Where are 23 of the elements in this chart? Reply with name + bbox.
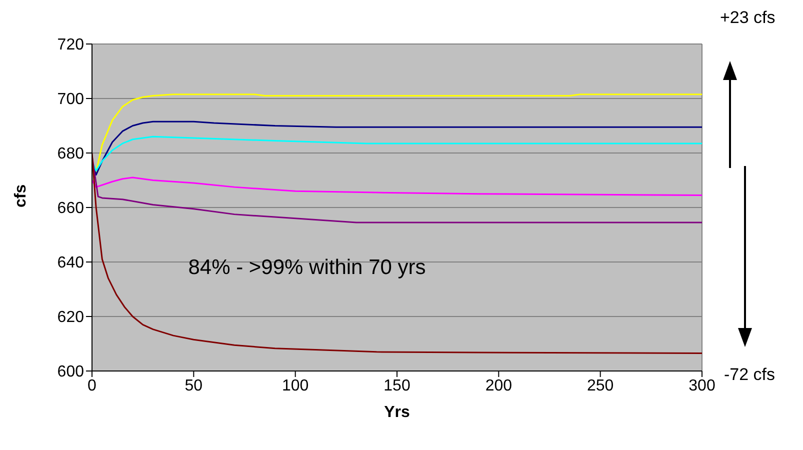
x-tick-label: 50 <box>184 377 203 394</box>
x-tick-label: 250 <box>586 377 614 394</box>
y-tick-label: 680 <box>57 146 84 163</box>
x-tick-label: 0 <box>88 377 97 394</box>
line-series <box>92 176 702 196</box>
x-tick-label: 300 <box>688 377 716 394</box>
y-tick-label: 720 <box>57 36 84 54</box>
y-tick-label: 640 <box>57 254 84 272</box>
y-tick-label: 700 <box>57 91 84 108</box>
text: -72 cfs <box>724 365 776 385</box>
y-tick-label: 620 <box>57 309 84 326</box>
text: +23 cfs <box>720 8 776 28</box>
y-tick-label: 600 <box>57 364 84 381</box>
y-axis-title: cfs <box>12 184 30 208</box>
line-series <box>92 152 702 354</box>
y-tick-label: 660 <box>57 200 84 218</box>
x-tick-label: 150 <box>384 377 410 394</box>
annotation: 84% - >99% within 70 yrs <box>188 256 426 280</box>
line-series <box>92 136 702 172</box>
x-tick-label: 200 <box>485 377 512 394</box>
x-tick-label: 100 <box>282 377 309 394</box>
x-axis-title: Yrs <box>384 404 410 421</box>
line-series <box>92 120 702 176</box>
